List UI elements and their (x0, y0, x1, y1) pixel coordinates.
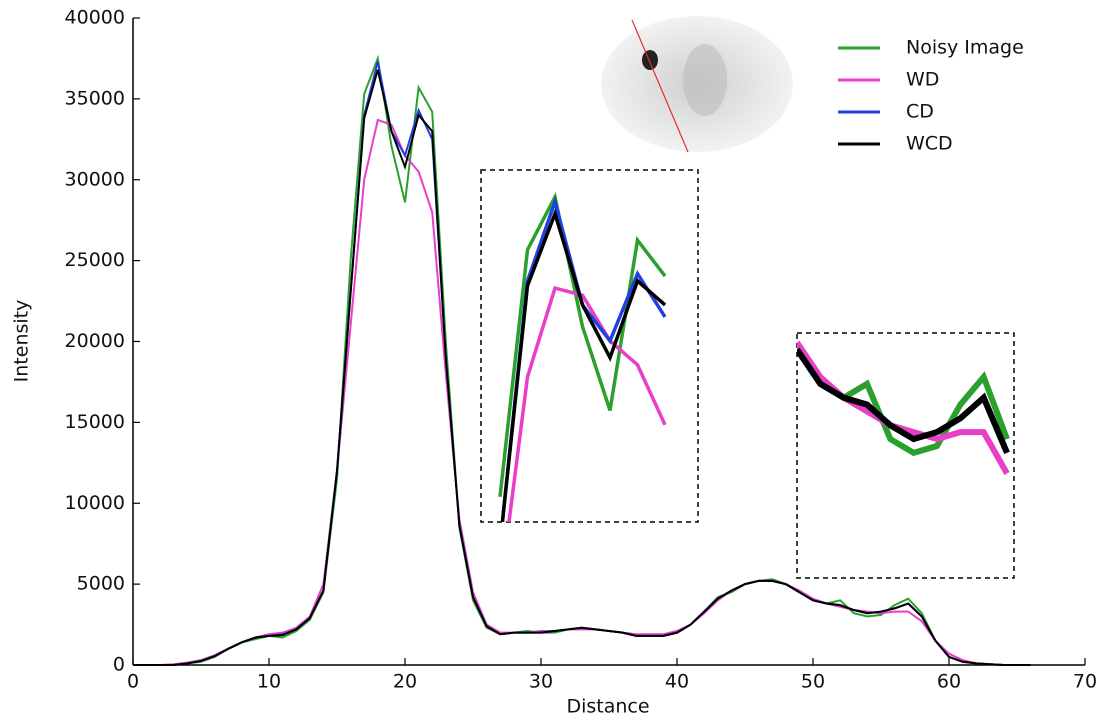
x-tick-label: 70 (1073, 671, 1097, 693)
inset-box (480, 169, 699, 523)
x-tick-label: 60 (937, 671, 961, 693)
x-axis-label: Distance (566, 696, 649, 718)
y-tick-label: 15000 (65, 411, 125, 433)
inset-line (498, 191, 667, 497)
y-tick-label: 10000 (65, 492, 125, 514)
y-tick-label: 20000 (65, 330, 125, 352)
inset-line (507, 285, 667, 522)
legend-label: WCD (906, 133, 953, 155)
y-tick-label: 0 (113, 654, 125, 676)
series-line (133, 61, 1031, 666)
pet-image (601, 16, 793, 153)
legend-label: CD (906, 101, 934, 123)
inset (797, 340, 1010, 475)
y-tick-label: 40000 (65, 7, 125, 29)
y-axis-label: Intensity (11, 300, 33, 383)
y-tick-label: 25000 (65, 249, 125, 271)
x-tick-label: 20 (393, 671, 417, 693)
series-line (133, 54, 1031, 666)
inset-line (797, 347, 1010, 454)
x-tick-label: 30 (529, 671, 553, 693)
x-tick-label: 50 (801, 671, 825, 693)
series-line (133, 118, 1031, 666)
inset (498, 191, 667, 522)
y-tick-label: 5000 (77, 573, 125, 595)
y-tick-label: 30000 (65, 168, 125, 190)
inset-line (500, 208, 667, 522)
x-tick-label: 40 (665, 671, 689, 693)
x-tick-label: 0 (127, 671, 139, 693)
y-tick-label: 35000 (65, 87, 125, 109)
legend-label: Noisy Image (906, 37, 1024, 59)
x-tick-label: 10 (257, 671, 281, 693)
series-line (133, 69, 1031, 666)
inset-box (796, 332, 1015, 579)
legend-label: WD (906, 69, 939, 91)
